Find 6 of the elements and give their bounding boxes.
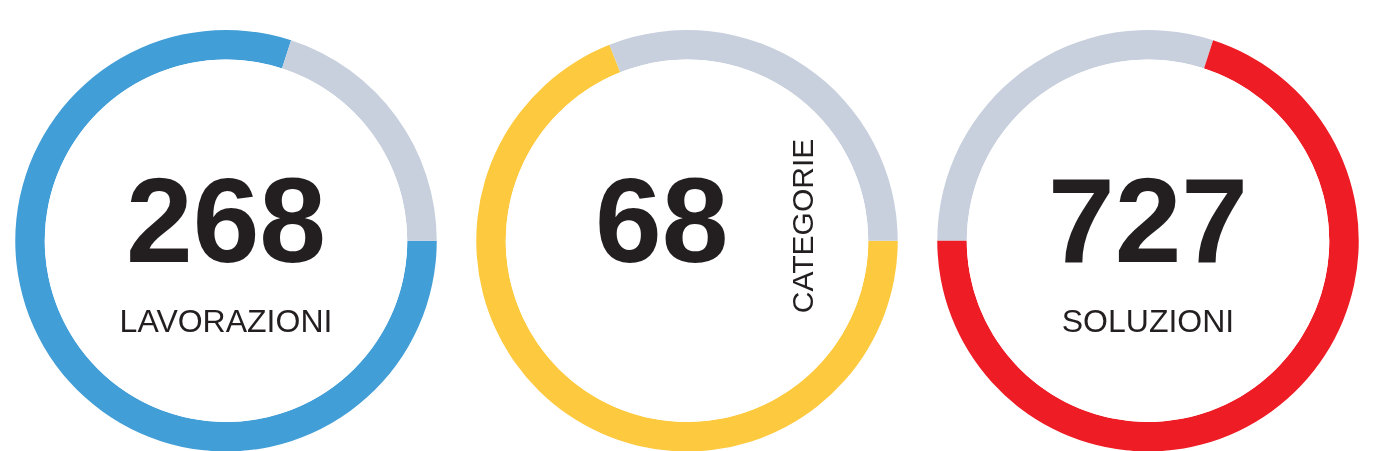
text: 268 xyxy=(125,152,327,287)
text: 68 xyxy=(594,152,729,287)
text: SOLUZIONI xyxy=(1061,302,1235,339)
text: 727 xyxy=(1047,152,1249,287)
text: LAVORAZIONI xyxy=(119,302,333,339)
text: CATEGORIE xyxy=(786,138,820,314)
